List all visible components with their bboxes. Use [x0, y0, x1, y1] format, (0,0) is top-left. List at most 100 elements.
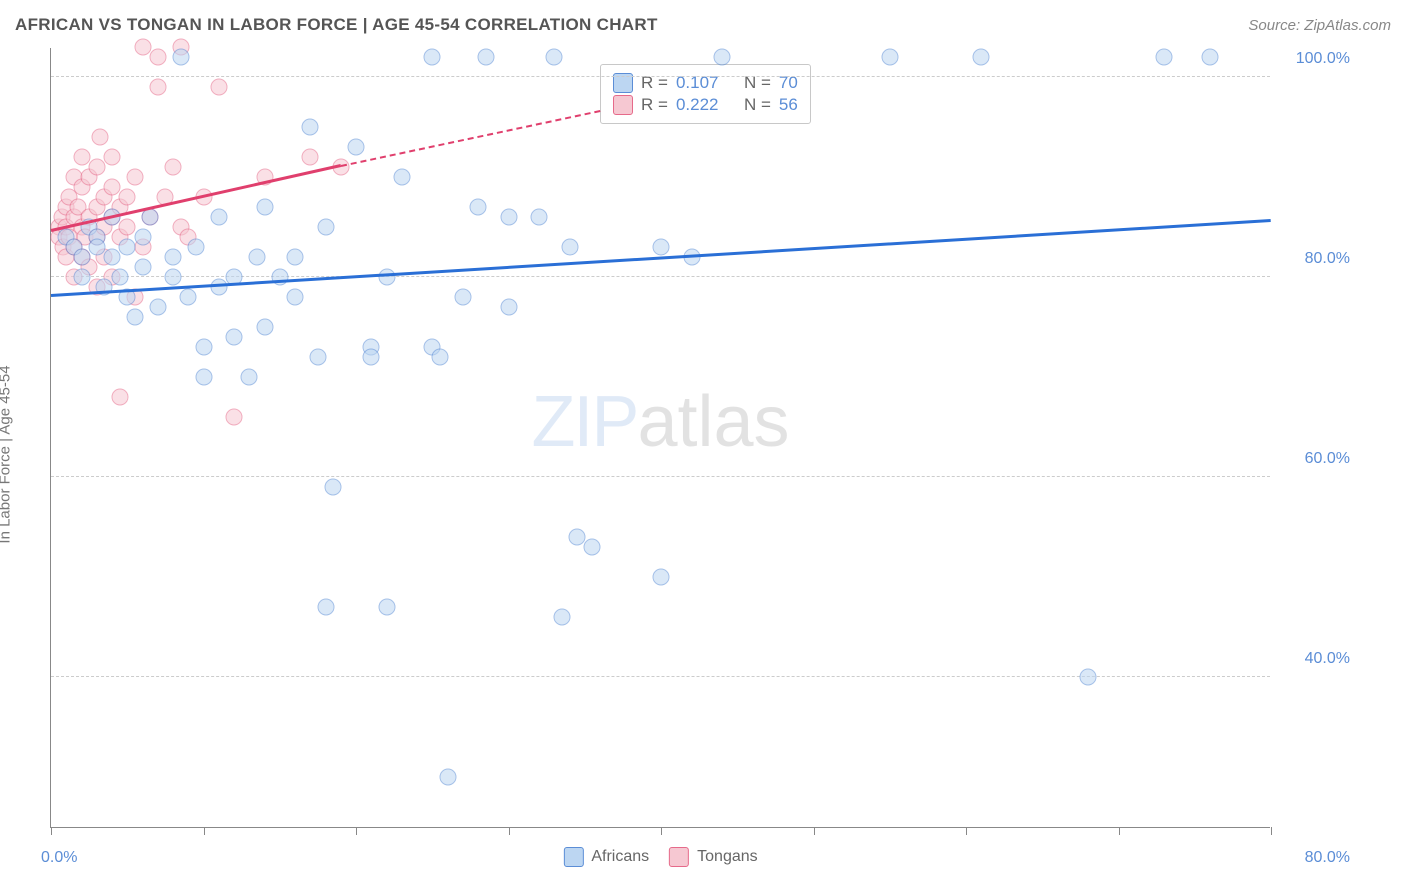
data-point[interactable]: [325, 479, 342, 496]
data-point[interactable]: [165, 249, 182, 266]
data-point[interactable]: [88, 239, 105, 256]
data-point[interactable]: [317, 219, 334, 236]
data-point[interactable]: [477, 49, 494, 66]
gridline: [51, 476, 1270, 477]
legend-item-africans[interactable]: Africans: [563, 847, 649, 867]
stats-row-tongans: R = 0.222 N = 56: [613, 95, 798, 115]
data-point[interactable]: [111, 389, 128, 406]
data-point[interactable]: [302, 149, 319, 166]
y-axis-title: In Labor Force | Age 45-54: [0, 365, 14, 543]
data-point[interactable]: [531, 209, 548, 226]
legend: Africans Tongans: [563, 847, 757, 867]
data-point[interactable]: [653, 569, 670, 586]
data-point[interactable]: [363, 349, 380, 366]
data-point[interactable]: [104, 149, 121, 166]
data-point[interactable]: [126, 169, 143, 186]
data-point[interactable]: [226, 409, 243, 426]
data-point[interactable]: [500, 299, 517, 316]
scatter-plot-area: ZIPatlas R = 0.107 N = 70 R = 0.222 N = …: [50, 48, 1270, 828]
data-point[interactable]: [256, 319, 273, 336]
data-point[interactable]: [226, 329, 243, 346]
data-point[interactable]: [119, 219, 136, 236]
x-tick: [204, 827, 205, 835]
swatch-icon: [563, 847, 583, 867]
data-point[interactable]: [584, 539, 601, 556]
data-point[interactable]: [134, 229, 151, 246]
source-citation: Source: ZipAtlas.com: [1248, 17, 1391, 34]
data-point[interactable]: [73, 249, 90, 266]
data-point[interactable]: [1080, 669, 1097, 686]
data-point[interactable]: [149, 299, 166, 316]
swatch-icon: [613, 95, 633, 115]
x-tick: [356, 827, 357, 835]
data-point[interactable]: [378, 599, 395, 616]
data-point[interactable]: [424, 49, 441, 66]
data-point[interactable]: [302, 119, 319, 136]
swatch-icon: [669, 847, 689, 867]
y-tick-label: 80.0%: [1305, 250, 1350, 268]
data-point[interactable]: [149, 79, 166, 96]
data-point[interactable]: [104, 179, 121, 196]
data-point[interactable]: [134, 259, 151, 276]
gridline: [51, 76, 1270, 77]
data-point[interactable]: [546, 49, 563, 66]
data-point[interactable]: [210, 209, 227, 226]
chart-header: AFRICAN VS TONGAN IN LABOR FORCE | AGE 4…: [15, 10, 1391, 40]
data-point[interactable]: [104, 249, 121, 266]
data-point[interactable]: [287, 289, 304, 306]
data-point[interactable]: [73, 149, 90, 166]
data-point[interactable]: [378, 269, 395, 286]
chart-title: AFRICAN VS TONGAN IN LABOR FORCE | AGE 4…: [15, 15, 658, 35]
data-point[interactable]: [210, 79, 227, 96]
data-point[interactable]: [348, 139, 365, 156]
data-point[interactable]: [393, 169, 410, 186]
x-tick: [509, 827, 510, 835]
legend-label: Tongans: [697, 848, 758, 866]
data-point[interactable]: [119, 239, 136, 256]
legend-item-tongans[interactable]: Tongans: [669, 847, 758, 867]
data-point[interactable]: [149, 49, 166, 66]
x-axis-max-label: 80.0%: [1305, 849, 1350, 867]
x-tick: [814, 827, 815, 835]
data-point[interactable]: [500, 209, 517, 226]
data-point[interactable]: [454, 289, 471, 306]
data-point[interactable]: [553, 609, 570, 626]
data-point[interactable]: [653, 239, 670, 256]
data-point[interactable]: [287, 249, 304, 266]
data-point[interactable]: [714, 49, 731, 66]
data-point[interactable]: [172, 49, 189, 66]
x-tick: [966, 827, 967, 835]
data-point[interactable]: [569, 529, 586, 546]
data-point[interactable]: [73, 269, 90, 286]
data-point[interactable]: [973, 49, 990, 66]
data-point[interactable]: [91, 129, 108, 146]
data-point[interactable]: [1156, 49, 1173, 66]
data-point[interactable]: [126, 309, 143, 326]
data-point[interactable]: [111, 269, 128, 286]
data-point[interactable]: [561, 239, 578, 256]
data-point[interactable]: [180, 289, 197, 306]
data-point[interactable]: [165, 159, 182, 176]
data-point[interactable]: [256, 199, 273, 216]
data-point[interactable]: [134, 39, 151, 56]
data-point[interactable]: [248, 249, 265, 266]
data-point[interactable]: [195, 339, 212, 356]
data-point[interactable]: [165, 269, 182, 286]
data-point[interactable]: [881, 49, 898, 66]
data-point[interactable]: [187, 239, 204, 256]
x-axis-min-label: 0.0%: [41, 849, 77, 867]
trend-line: [341, 110, 601, 167]
data-point[interactable]: [439, 769, 456, 786]
data-point[interactable]: [119, 189, 136, 206]
data-point[interactable]: [317, 599, 334, 616]
data-point[interactable]: [470, 199, 487, 216]
data-point[interactable]: [1202, 49, 1219, 66]
data-point[interactable]: [431, 349, 448, 366]
data-point[interactable]: [241, 369, 258, 386]
data-point[interactable]: [195, 369, 212, 386]
x-tick: [51, 827, 52, 835]
data-point[interactable]: [309, 349, 326, 366]
x-tick: [661, 827, 662, 835]
x-tick: [1119, 827, 1120, 835]
data-point[interactable]: [88, 159, 105, 176]
